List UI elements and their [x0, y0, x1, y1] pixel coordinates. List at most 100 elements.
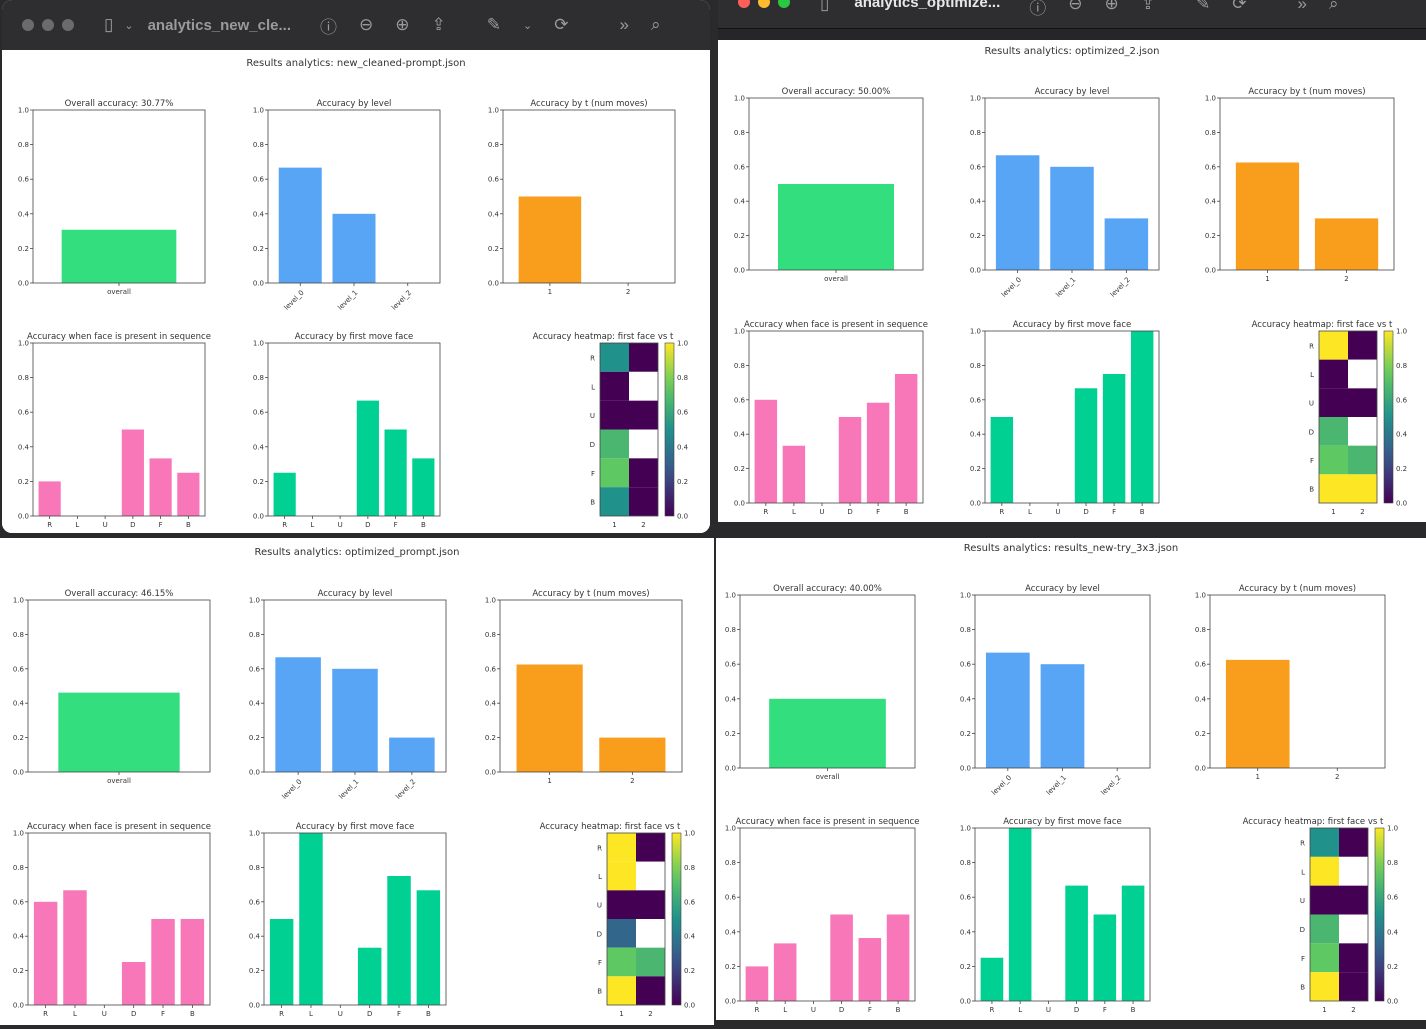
chart-t: Accuracy by t (num moves) 0.0 0.2 0.4 0.6 0.8… [488, 99, 676, 296]
heatmap-cell-D-1 [600, 429, 629, 459]
chart-level: Accuracy by level 0.0 0.2 0.4 0.6 0.8 1.0 level… [253, 99, 441, 312]
window-titlebar[interactable]: ▯ analytics_optimize... ⓘ ⊖ ⊕ ⇪ ✎ ⟳ » ⌕ [718, 0, 1426, 28]
rotate-icon[interactable]: ⟳ [554, 15, 569, 34]
y-tick-label: 0.8 [249, 864, 260, 872]
y-tick-label: 1.0 [13, 830, 24, 838]
bar-R [990, 417, 1014, 503]
x-tick-label: 1 [1322, 1006, 1326, 1014]
chart-title: Accuracy by first move face [296, 822, 415, 832]
x-tick-label: L [783, 1006, 787, 1014]
markup-icon[interactable]: ✎ [486, 15, 501, 34]
zoom-out-icon[interactable]: ⊖ [1068, 0, 1083, 13]
y-tick-label: 1.0 [18, 107, 29, 115]
info-icon[interactable]: ⓘ [320, 17, 337, 37]
search-icon[interactable]: ⌕ [650, 15, 661, 34]
window-titlebar[interactable]: ▯ ⌄ analytics_new_cle... ⓘ ⊖ ⊕ ⇪ ✎ ⌄ ⟳ »… [2, 0, 710, 50]
x-tick-label: overall [107, 777, 131, 785]
y-tick-label: 0.6 [1205, 163, 1217, 171]
sidebar-icon[interactable]: ▯ [104, 15, 114, 34]
bar-F [866, 402, 890, 503]
colorbar-tick-label: 1.0 [1387, 825, 1398, 833]
figure-svg: Results analytics: optimized_2.json Overa… [734, 46, 1408, 516]
y-tick-label: 1.0 [253, 340, 264, 348]
x-tick-label: 1 [1255, 773, 1259, 781]
x-tick-label: B [421, 521, 426, 529]
search-icon[interactable]: ⌕ [1328, 0, 1339, 13]
y-tick-label: 0.6 [970, 396, 982, 404]
colorbar-tick-label: 0.8 [1396, 362, 1407, 370]
axes-frame [606, 832, 666, 1006]
y-tick-label: R [1309, 342, 1314, 350]
zoom-button[interactable] [778, 0, 790, 8]
minimize-button[interactable] [758, 0, 770, 8]
markup-icon[interactable]: ✎ [1196, 0, 1211, 13]
x-tick-label: B [896, 1006, 901, 1014]
x-tick-label: R [999, 508, 1004, 516]
heatmap-cell-F-2 [1348, 445, 1377, 475]
heatmap-cell-U-2 [1339, 885, 1368, 915]
y-tick-label: 0.8 [488, 141, 499, 149]
heatmap-cell-D-2 [1348, 417, 1377, 446]
zoom-out-icon[interactable]: ⊖ [359, 15, 374, 34]
info-icon[interactable]: ⓘ [1029, 0, 1047, 18]
chevron-down-icon[interactable]: ⌄ [523, 19, 533, 32]
chart-heatmap: Accuracy heatmap: first face vs t R L U D F B 1… [533, 332, 689, 529]
x-tick-label: level_2 [390, 289, 413, 312]
sidebar-icon[interactable]: ▯ [820, 0, 830, 13]
x-tick-label: L [75, 521, 79, 529]
bar-D [356, 400, 379, 516]
y-tick-label: 1.0 [970, 95, 981, 103]
share-icon[interactable]: ⇪ [1140, 0, 1155, 13]
heatmap-cell-L-1 [600, 371, 629, 401]
x-tick-label: F [161, 1010, 165, 1018]
y-tick-label: 0.6 [18, 176, 30, 184]
bar-B [894, 374, 918, 503]
zoom-button[interactable] [62, 19, 74, 31]
x-tick-label: overall [824, 275, 848, 283]
x-tick-label: 2 [648, 1010, 652, 1018]
bar-1 [516, 664, 583, 772]
figure-title: Results analytics: results_new-try_3x3.j… [964, 543, 1179, 554]
heatmap-cell-F-1 [607, 947, 636, 977]
y-tick-label: 0.6 [734, 163, 746, 171]
bar-B [886, 914, 910, 1001]
chart-title: Accuracy by t (num moves) [1248, 87, 1365, 97]
zoom-in-icon[interactable]: ⊕ [395, 15, 410, 34]
y-tick-label: U [1300, 897, 1305, 905]
rotate-icon[interactable]: ⟳ [1232, 0, 1247, 13]
more-icon[interactable]: » [1297, 0, 1307, 13]
y-tick-label: 0.0 [1205, 267, 1216, 275]
heatmap-cell-B-1 [1310, 972, 1339, 1001]
bar-F [151, 919, 175, 1005]
colorbar-tick-label: 0.2 [684, 967, 695, 975]
x-tick-label: level_0 [280, 778, 303, 801]
share-icon[interactable]: ⇪ [431, 15, 446, 34]
heatmap-cell-R-1 [607, 833, 636, 862]
y-tick-label: 0.4 [734, 431, 746, 439]
bar-D [121, 962, 146, 1005]
close-button[interactable] [22, 19, 34, 31]
close-button[interactable] [738, 0, 750, 8]
y-tick-label: F [591, 470, 595, 478]
bar-R [273, 472, 296, 516]
y-tick-label: 0.2 [1205, 232, 1216, 240]
chart-title: Accuracy heatmap: first face vs t [533, 332, 674, 342]
y-tick-label: 0.2 [249, 967, 260, 975]
more-icon[interactable]: » [619, 15, 629, 34]
minimize-button[interactable] [42, 19, 54, 31]
zoom-in-icon[interactable]: ⊕ [1104, 0, 1119, 13]
y-tick-label: 1.0 [960, 825, 971, 833]
x-tick-label: 1 [547, 777, 551, 785]
chevron-down-icon[interactable]: ⌄ [124, 19, 134, 32]
heatmap-cell-R-1 [600, 343, 629, 372]
heatmap-cell-B-1 [1319, 474, 1348, 503]
y-tick-label: 0.0 [485, 769, 496, 777]
x-tick-label: 1 [612, 521, 616, 529]
x-tick-label: U [338, 1010, 343, 1018]
y-tick-label: R [590, 354, 595, 362]
colorbar-tick-label: 0.6 [1396, 396, 1408, 404]
heatmap-cell-F-2 [636, 947, 665, 977]
y-tick-label: 0.6 [249, 898, 261, 906]
y-tick-label: 0.6 [18, 409, 30, 417]
y-tick-label: 0.2 [488, 245, 499, 253]
